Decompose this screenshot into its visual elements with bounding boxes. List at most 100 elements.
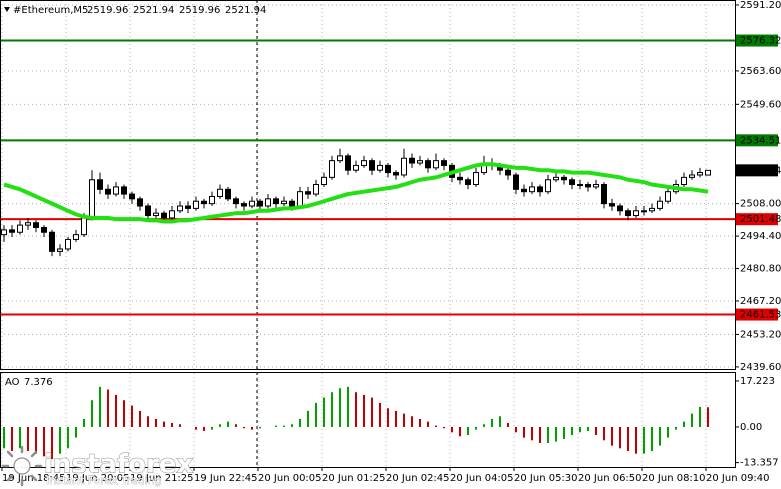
x-tick-label: 20 Jun 00:05 bbox=[258, 473, 322, 484]
candle-body bbox=[465, 179, 471, 186]
candle-body bbox=[633, 210, 639, 217]
candle-body bbox=[121, 186, 127, 195]
plot bbox=[0, 39, 735, 459]
candle-body bbox=[385, 164, 391, 174]
candle-body bbox=[553, 176, 559, 181]
y-tick-label: 2591.20 bbox=[740, 0, 781, 11]
candle-body bbox=[425, 160, 431, 169]
header-low: 2519.96 bbox=[179, 5, 220, 16]
symbol-title: #Ethereum,M5 bbox=[13, 5, 88, 16]
header-close: 2521.94 bbox=[225, 5, 266, 16]
price-label-box bbox=[736, 164, 778, 177]
candle-body bbox=[249, 200, 255, 207]
y-tick-label: 2508.00 bbox=[740, 199, 781, 210]
candle-body bbox=[473, 172, 479, 186]
x-tick-label: 20 Jun 06:50 bbox=[578, 473, 642, 484]
candle-body bbox=[577, 184, 583, 187]
candle-body bbox=[377, 164, 383, 171]
candle-body bbox=[161, 212, 167, 219]
candle-body bbox=[353, 164, 359, 171]
candle-body bbox=[113, 186, 119, 195]
y-tick-label: 2563.60 bbox=[740, 66, 781, 77]
x-tick-label: 19 Jun 22:45 bbox=[194, 473, 258, 484]
candle-body bbox=[225, 188, 231, 200]
x-tick-label: 20 Jun 02:45 bbox=[386, 473, 450, 484]
candle-body bbox=[569, 179, 575, 186]
level-label: 2461.53 bbox=[740, 310, 781, 321]
level-label-box bbox=[736, 308, 778, 321]
watermark-name: instaforex bbox=[44, 450, 194, 480]
candle-body bbox=[273, 198, 279, 205]
candle-body bbox=[457, 176, 463, 181]
level-label: 2501.48 bbox=[740, 214, 781, 225]
candle-body bbox=[329, 160, 335, 178]
candle-body bbox=[129, 193, 135, 200]
candle-body bbox=[233, 198, 239, 205]
logo-rays bbox=[1, 445, 43, 487]
candle-body bbox=[241, 203, 247, 207]
x-tick-label: 20 Jun 08:10 bbox=[642, 473, 706, 484]
candle-body bbox=[625, 210, 631, 217]
candle-body bbox=[289, 200, 295, 207]
candle-body bbox=[433, 160, 439, 169]
header-high: 2521.94 bbox=[133, 5, 174, 16]
candle-body bbox=[305, 191, 311, 195]
candle-body bbox=[665, 191, 671, 202]
candle-body bbox=[521, 188, 527, 193]
candle-body bbox=[137, 198, 143, 207]
candle-body bbox=[657, 200, 663, 209]
candle-body bbox=[57, 248, 63, 252]
candle-body bbox=[585, 184, 591, 188]
candle-body bbox=[505, 169, 511, 176]
header-open: 2519.96 bbox=[87, 5, 128, 16]
candle-body bbox=[361, 160, 367, 166]
candle-body bbox=[409, 157, 415, 164]
candle-body bbox=[169, 210, 175, 219]
level-label-box bbox=[736, 213, 778, 226]
x-tick-label: 20 Jun 05:30 bbox=[514, 473, 578, 484]
candle-body bbox=[641, 210, 647, 213]
x-tick-label: 20 Jun 01:25 bbox=[322, 473, 386, 484]
candle-body bbox=[153, 212, 159, 217]
level-label: 2576.32 bbox=[740, 36, 781, 47]
y-tick-label: 2549.60 bbox=[740, 99, 781, 110]
indicator-tick-label: 17.223 bbox=[740, 376, 775, 387]
y-tick-label: 2453.20 bbox=[740, 329, 781, 340]
candle-body bbox=[145, 205, 151, 217]
level-label-box bbox=[736, 134, 778, 147]
candle-body bbox=[41, 226, 47, 233]
level-label-box bbox=[736, 34, 778, 47]
candle-body bbox=[33, 222, 39, 228]
level-label: 2534.51 bbox=[740, 135, 781, 146]
candle-body bbox=[337, 155, 343, 162]
candle-body bbox=[257, 200, 263, 207]
header-arrow bbox=[4, 7, 10, 12]
candle-body bbox=[393, 172, 399, 176]
main-frame bbox=[0, 0, 736, 370]
candle-body bbox=[649, 207, 655, 212]
candle-body bbox=[313, 184, 319, 195]
candle-body bbox=[561, 176, 567, 181]
candle-body bbox=[441, 160, 447, 166]
x-tick-label: 20 Jun 09:40 bbox=[706, 473, 770, 484]
indicator-tick-label: -13.357 bbox=[740, 458, 779, 469]
candle-body bbox=[177, 205, 183, 212]
candle-body bbox=[49, 231, 55, 252]
candle-body bbox=[25, 222, 31, 226]
candle-body bbox=[193, 200, 199, 209]
candle-body bbox=[9, 229, 15, 233]
candle-body bbox=[73, 234, 79, 240]
candle-body bbox=[1, 229, 7, 236]
candle-body bbox=[593, 184, 599, 188]
candle-body bbox=[609, 203, 615, 207]
candle-body bbox=[681, 176, 687, 186]
candle-body bbox=[537, 186, 543, 193]
candle-body bbox=[89, 179, 95, 219]
candle-body bbox=[65, 238, 71, 250]
candle-body bbox=[513, 174, 519, 190]
x-tick-label: 20 Jun 04:05 bbox=[450, 473, 514, 484]
candle-body bbox=[185, 205, 191, 209]
